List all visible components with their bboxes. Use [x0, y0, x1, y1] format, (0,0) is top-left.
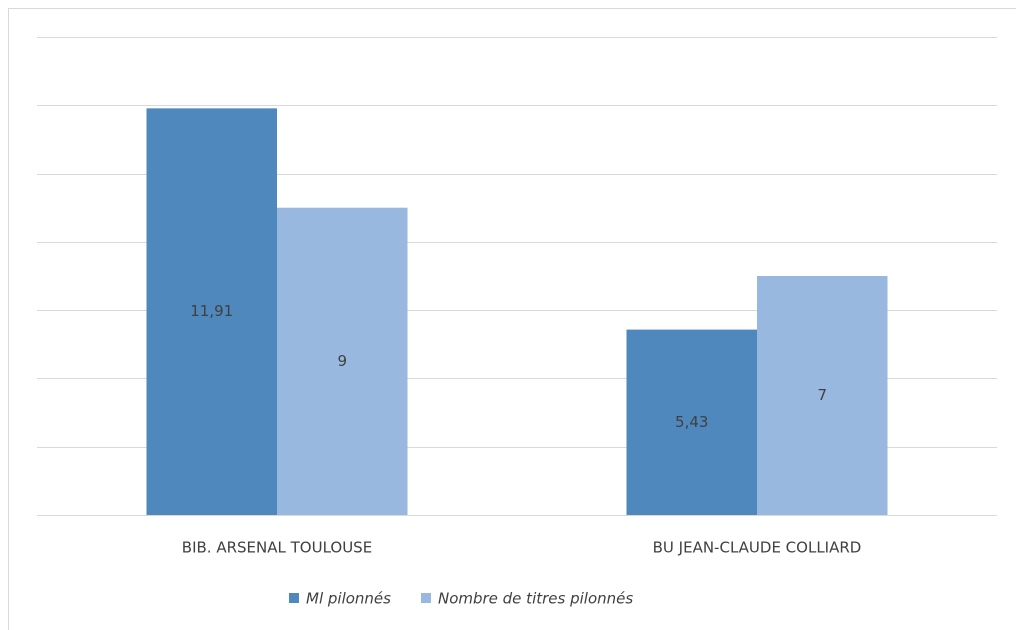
- legend-swatch: [420, 593, 431, 603]
- x-tick-label: BIB. ARSENAL TOULOUSE: [182, 539, 372, 557]
- chart-border: [8, 8, 1016, 630]
- x-tick-label: BU JEAN-CLAUDE COLLIARD: [653, 539, 862, 557]
- data-label: 7: [817, 386, 827, 404]
- bar: [146, 108, 277, 515]
- legend-text: Nombre de titres pilonnés: [438, 590, 633, 608]
- bar: [277, 207, 408, 515]
- data-label: 9: [337, 352, 347, 370]
- data-label: 5,43: [675, 413, 708, 431]
- bar: [757, 276, 888, 515]
- bar: [626, 329, 757, 515]
- data-label: 11,91: [190, 302, 233, 320]
- legend-text: Ml pilonnés: [306, 590, 391, 608]
- legend-swatch: [289, 593, 299, 603]
